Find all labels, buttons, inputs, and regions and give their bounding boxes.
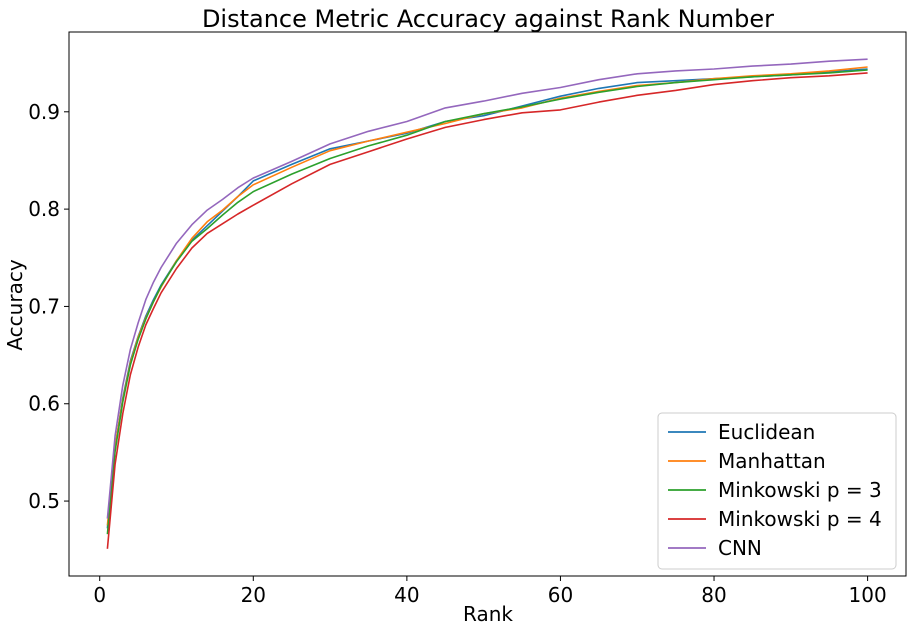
y-tick-label: 0.6 [28, 392, 60, 416]
y-tick-label: 0.9 [28, 100, 60, 124]
y-axis: 0.5 0.6 0.7 0.8 0.9 [28, 100, 69, 513]
series-line-2 [106, 69, 868, 535]
x-axis: 0 20 40 60 80 100 [93, 576, 887, 607]
x-axis-label: Rank [463, 602, 513, 626]
x-tick-label: 80 [701, 583, 726, 607]
x-tick-label: 20 [241, 583, 266, 607]
legend-label: Minkowski p = 4 [718, 507, 882, 531]
legend-label: CNN [718, 536, 762, 560]
x-tick-label: 40 [394, 583, 419, 607]
x-tick-label: 100 [849, 583, 887, 607]
series-line-4 [106, 58, 868, 519]
plot-lines [106, 58, 868, 549]
y-axis-label: Accuracy [3, 259, 27, 350]
plot-frame [68, 31, 907, 577]
chart-title: Distance Metric Accuracy against Rank Nu… [202, 5, 774, 33]
y-tick-label: 0.5 [28, 489, 60, 513]
legend-box [657, 412, 897, 570]
legend: Euclidean Manhattan Minkowski p = 3 Minkows… [657, 412, 897, 570]
y-tick-label: 0.7 [28, 294, 60, 318]
legend-label: Minkowski p = 3 [718, 478, 882, 502]
x-tick-label: 60 [548, 583, 573, 607]
x-tick-label: 0 [93, 583, 106, 607]
legend-label: Manhattan [718, 449, 826, 473]
legend-label: Euclidean [718, 420, 815, 444]
series-line-3 [106, 72, 868, 549]
y-tick-label: 0.8 [28, 197, 60, 221]
